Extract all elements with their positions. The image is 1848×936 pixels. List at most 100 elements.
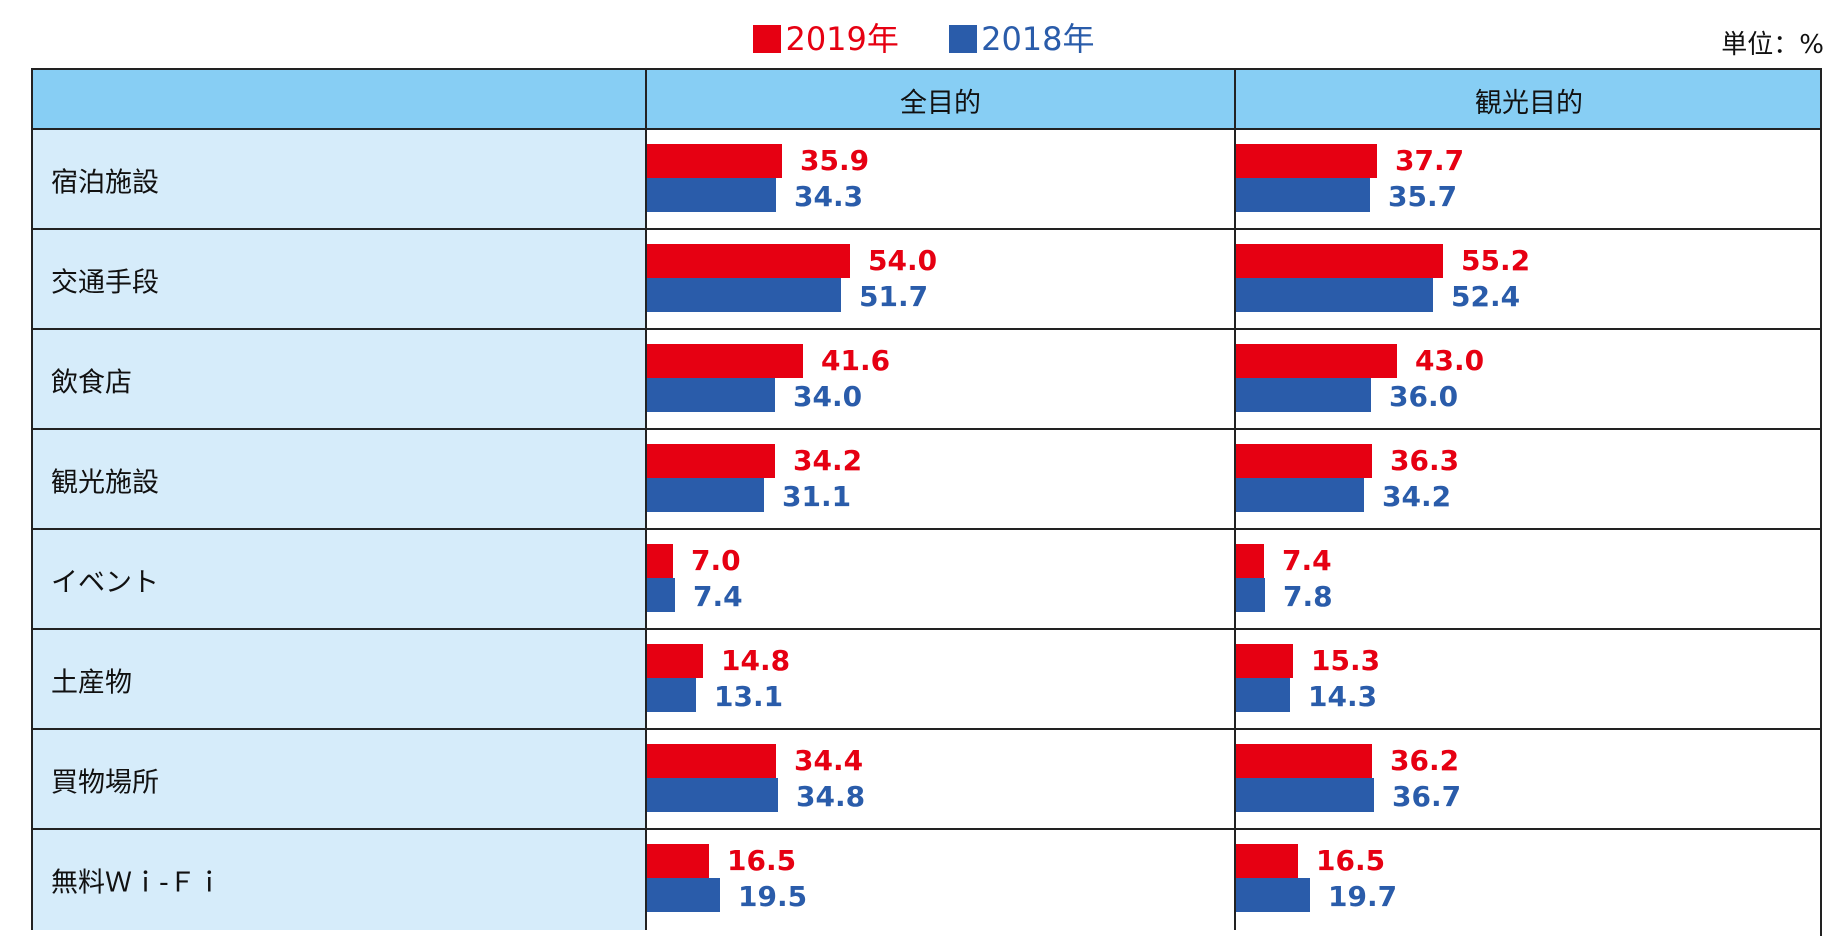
table-row: 飲食店 41.6 34.0 43.0 36.0 — [31, 328, 1822, 430]
bar-2018 — [647, 878, 720, 912]
data-label-2018: 34.0 — [793, 380, 863, 413]
bar-2018 — [1236, 578, 1265, 612]
table-row: 交通手段 54.0 51.7 55.2 52.4 — [31, 228, 1822, 330]
bar-2018 — [647, 578, 675, 612]
table-row: 無料Ｗｉ-Ｆｉ 16.5 19.5 16.5 19.7 — [31, 828, 1822, 930]
data-label-2019: 55.2 — [1461, 244, 1531, 277]
bar-2019 — [1236, 844, 1298, 878]
legend-label-2018: 2018年 — [981, 20, 1095, 58]
data-label-2019: 7.4 — [1282, 544, 1332, 577]
bar-cell-sightseeing: 7.4 7.8 — [1234, 530, 1822, 630]
bar-2018 — [647, 778, 778, 812]
data-label-2019: 41.6 — [821, 344, 891, 377]
bar-cell-all-purpose: 34.2 31.1 — [645, 430, 1234, 530]
table-row: 観光施設 34.2 31.1 36.3 34.2 — [31, 428, 1822, 530]
data-label-2019: 16.5 — [727, 844, 797, 877]
bar-2018 — [1236, 678, 1290, 712]
data-label-2018: 31.1 — [782, 480, 852, 513]
bar-2019 — [647, 244, 850, 278]
bar-2019 — [1236, 244, 1443, 278]
bar-cell-all-purpose: 54.0 51.7 — [645, 230, 1234, 330]
data-label-2018: 34.2 — [1382, 480, 1452, 513]
category-cell: 観光施設 — [31, 430, 645, 530]
category-cell: 飲食店 — [31, 330, 645, 430]
data-label-2018: 13.1 — [714, 680, 784, 713]
header-row: 全目的 観光目的 — [31, 68, 1822, 130]
legend-label-2019: 2019年 — [785, 20, 899, 58]
bar-2019 — [1236, 144, 1377, 178]
category-cell: イベント — [31, 530, 645, 630]
bar-2018 — [647, 478, 764, 512]
bar-2019 — [647, 644, 703, 678]
data-label-2018: 35.7 — [1388, 180, 1458, 213]
data-label-2019: 16.5 — [1316, 844, 1386, 877]
data-label-2019: 35.9 — [800, 144, 870, 177]
header-sightseeing-purpose: 観光目的 — [1234, 70, 1822, 130]
legend-item-2019: 2019年 — [753, 14, 899, 60]
data-label-2018: 34.3 — [794, 180, 864, 213]
bar-2019 — [647, 744, 776, 778]
bar-2019 — [647, 344, 803, 378]
table-row: 買物場所 34.4 34.8 36.2 36.7 — [31, 728, 1822, 830]
category-cell: 無料Ｗｉ-Ｆｉ — [31, 830, 645, 930]
data-label-2018: 52.4 — [1451, 280, 1521, 313]
bar-cell-all-purpose: 14.8 13.1 — [645, 630, 1234, 730]
bar-2018 — [1236, 878, 1310, 912]
bar-cell-sightseeing: 55.2 52.4 — [1234, 230, 1822, 330]
legend-swatch-2019 — [753, 25, 782, 53]
category-cell: 土産物 — [31, 630, 645, 730]
table-row: 土産物 14.8 13.1 15.3 14.3 — [31, 628, 1822, 730]
bar-2018 — [647, 278, 841, 312]
bar-cell-all-purpose: 7.0 7.4 — [645, 530, 1234, 630]
data-label-2018: 19.7 — [1328, 880, 1398, 913]
bar-cell-all-purpose: 16.5 19.5 — [645, 830, 1234, 930]
bar-2019 — [647, 144, 782, 178]
data-label-2018: 34.8 — [796, 780, 866, 813]
bar-cell-sightseeing: 36.3 34.2 — [1234, 430, 1822, 530]
category-label: 買物場所 — [51, 767, 159, 799]
bar-cell-sightseeing: 16.5 19.7 — [1234, 830, 1822, 930]
data-label-2019: 34.4 — [794, 744, 864, 777]
bar-cell-all-purpose: 41.6 34.0 — [645, 330, 1234, 430]
table-row: 宿泊施設 35.9 34.3 37.7 35.7 — [31, 128, 1822, 230]
data-label-2019: 7.0 — [691, 544, 741, 577]
header-blank-cell — [31, 70, 645, 130]
bar-2018 — [1236, 478, 1364, 512]
bar-2018 — [1236, 378, 1371, 412]
category-label: 無料Ｗｉ-Ｆｉ — [51, 867, 223, 899]
chart-table: 全目的 観光目的 宿泊施設 35.9 34.3 37.7 35.7 交通手段 54.0 51.… — [31, 68, 1822, 936]
bar-cell-all-purpose: 35.9 34.3 — [645, 130, 1234, 230]
data-label-2018: 51.7 — [859, 280, 929, 313]
data-label-2018: 7.8 — [1283, 580, 1333, 613]
bar-2018 — [647, 378, 775, 412]
data-label-2019: 43.0 — [1415, 344, 1485, 377]
bar-2019 — [647, 544, 673, 578]
bar-2019 — [1236, 744, 1372, 778]
category-label: イベント — [51, 567, 159, 599]
category-cell: 交通手段 — [31, 230, 645, 330]
category-label: 宿泊施設 — [51, 167, 159, 199]
data-label-2018: 19.5 — [738, 880, 808, 913]
category-label: 土産物 — [51, 667, 132, 699]
category-cell: 買物場所 — [31, 730, 645, 830]
bar-2018 — [1236, 778, 1374, 812]
data-label-2018: 7.4 — [693, 580, 743, 613]
data-label-2019: 54.0 — [868, 244, 938, 277]
data-label-2018: 14.3 — [1308, 680, 1378, 713]
data-label-2019: 34.2 — [793, 444, 863, 477]
data-label-2019: 14.8 — [721, 644, 791, 677]
category-label: 飲食店 — [51, 367, 132, 399]
bar-2019 — [1236, 344, 1397, 378]
bar-2018 — [1236, 178, 1370, 212]
bar-2019 — [647, 444, 775, 478]
table-row: イベント 7.0 7.4 7.4 7.8 — [31, 528, 1822, 630]
category-cell: 宿泊施設 — [31, 130, 645, 230]
data-label-2019: 37.7 — [1395, 144, 1465, 177]
bar-2019 — [1236, 544, 1264, 578]
bar-cell-sightseeing: 36.2 36.7 — [1234, 730, 1822, 830]
header-all-purpose: 全目的 — [645, 70, 1234, 130]
bar-cell-sightseeing: 15.3 14.3 — [1234, 630, 1822, 730]
data-label-2018: 36.0 — [1389, 380, 1459, 413]
data-label-2019: 15.3 — [1311, 644, 1381, 677]
bar-2019 — [1236, 444, 1372, 478]
